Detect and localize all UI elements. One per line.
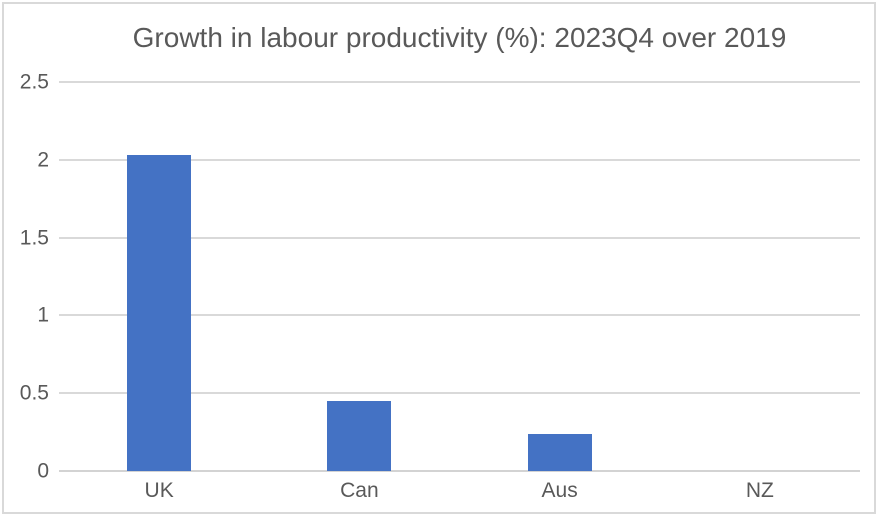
y-axis-tick-label-1: 1 xyxy=(37,303,49,327)
bar-uk xyxy=(127,155,192,471)
x-axis-label-uk: UK xyxy=(144,479,174,502)
plot-area xyxy=(59,81,860,472)
gridline-y-2.5 xyxy=(59,81,860,83)
x-axis: UK Can Aus NZ xyxy=(59,480,860,510)
bar-aus xyxy=(527,433,592,471)
y-axis-tick-label-0: 0 xyxy=(37,459,49,483)
gridline-y-0.5 xyxy=(59,392,860,395)
chart-title: Growth in labour productivity (%): 2023Q… xyxy=(132,22,787,53)
x-axis-line xyxy=(59,470,860,472)
y-axis-tick-label-1.5: 1.5 xyxy=(19,226,49,250)
y-axis: 0 0.5 1 1.5 2 2.5 xyxy=(4,72,49,482)
y-axis-tick-label-2: 2 xyxy=(37,148,49,172)
x-axis-label-aus: Aus xyxy=(541,479,578,502)
x-axis-label-can: Can xyxy=(340,479,379,502)
y-axis-tick-label-2.5: 2.5 xyxy=(19,70,49,94)
gridline-y-1.5 xyxy=(59,236,860,239)
bar-can xyxy=(327,400,392,471)
y-axis-tick-label-0.5: 0.5 xyxy=(19,381,49,405)
x-axis-label-nz: NZ xyxy=(745,479,774,502)
gridline-y-2 xyxy=(59,158,860,161)
gridline-y-1 xyxy=(59,314,860,317)
